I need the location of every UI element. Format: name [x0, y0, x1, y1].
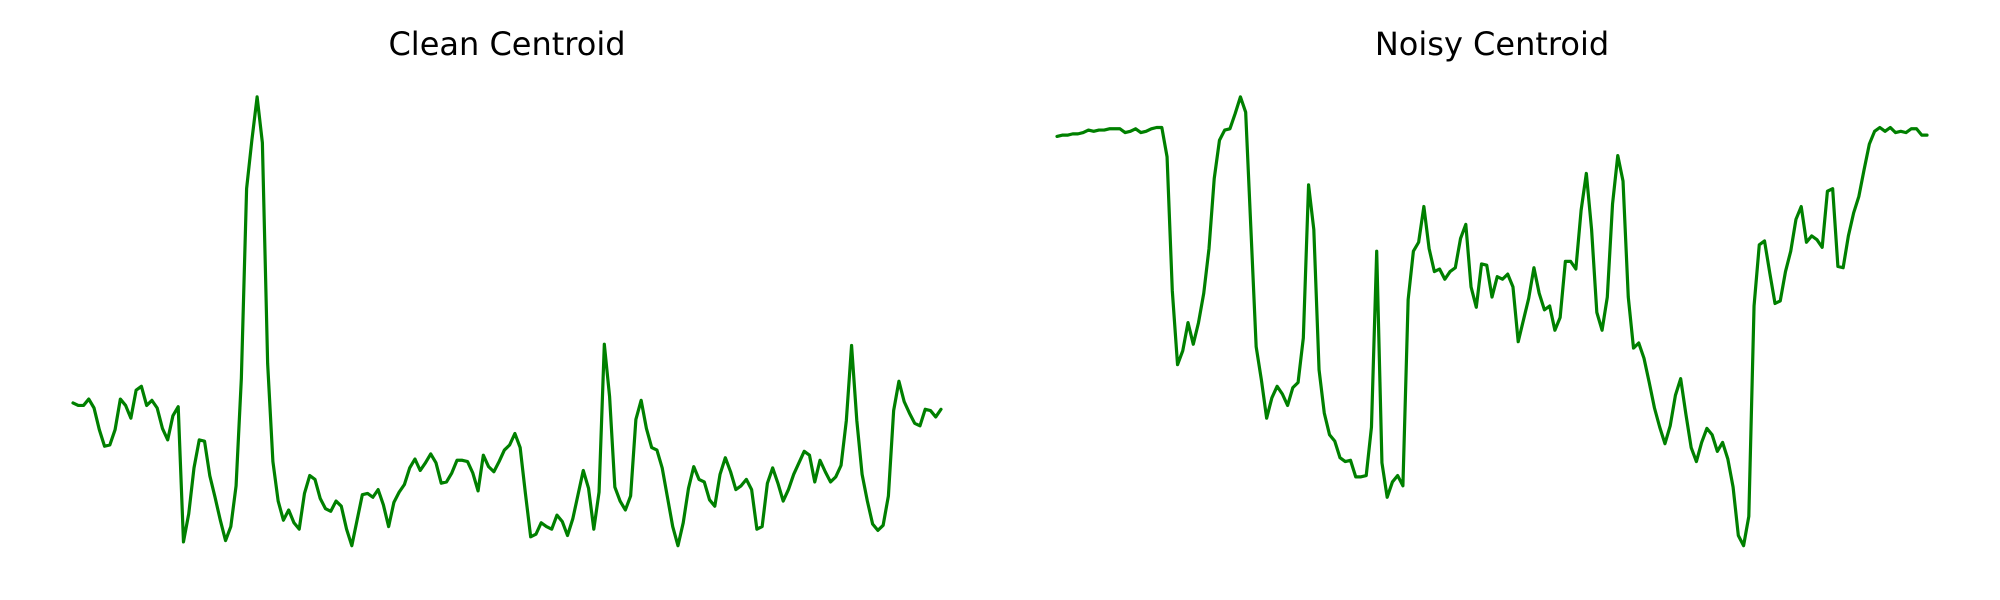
- chart-title: Clean Centroid: [388, 25, 625, 63]
- line: [1055, 95, 1929, 548]
- line: [71, 95, 943, 548]
- chart-title: Noisy Centroid: [1375, 25, 1609, 63]
